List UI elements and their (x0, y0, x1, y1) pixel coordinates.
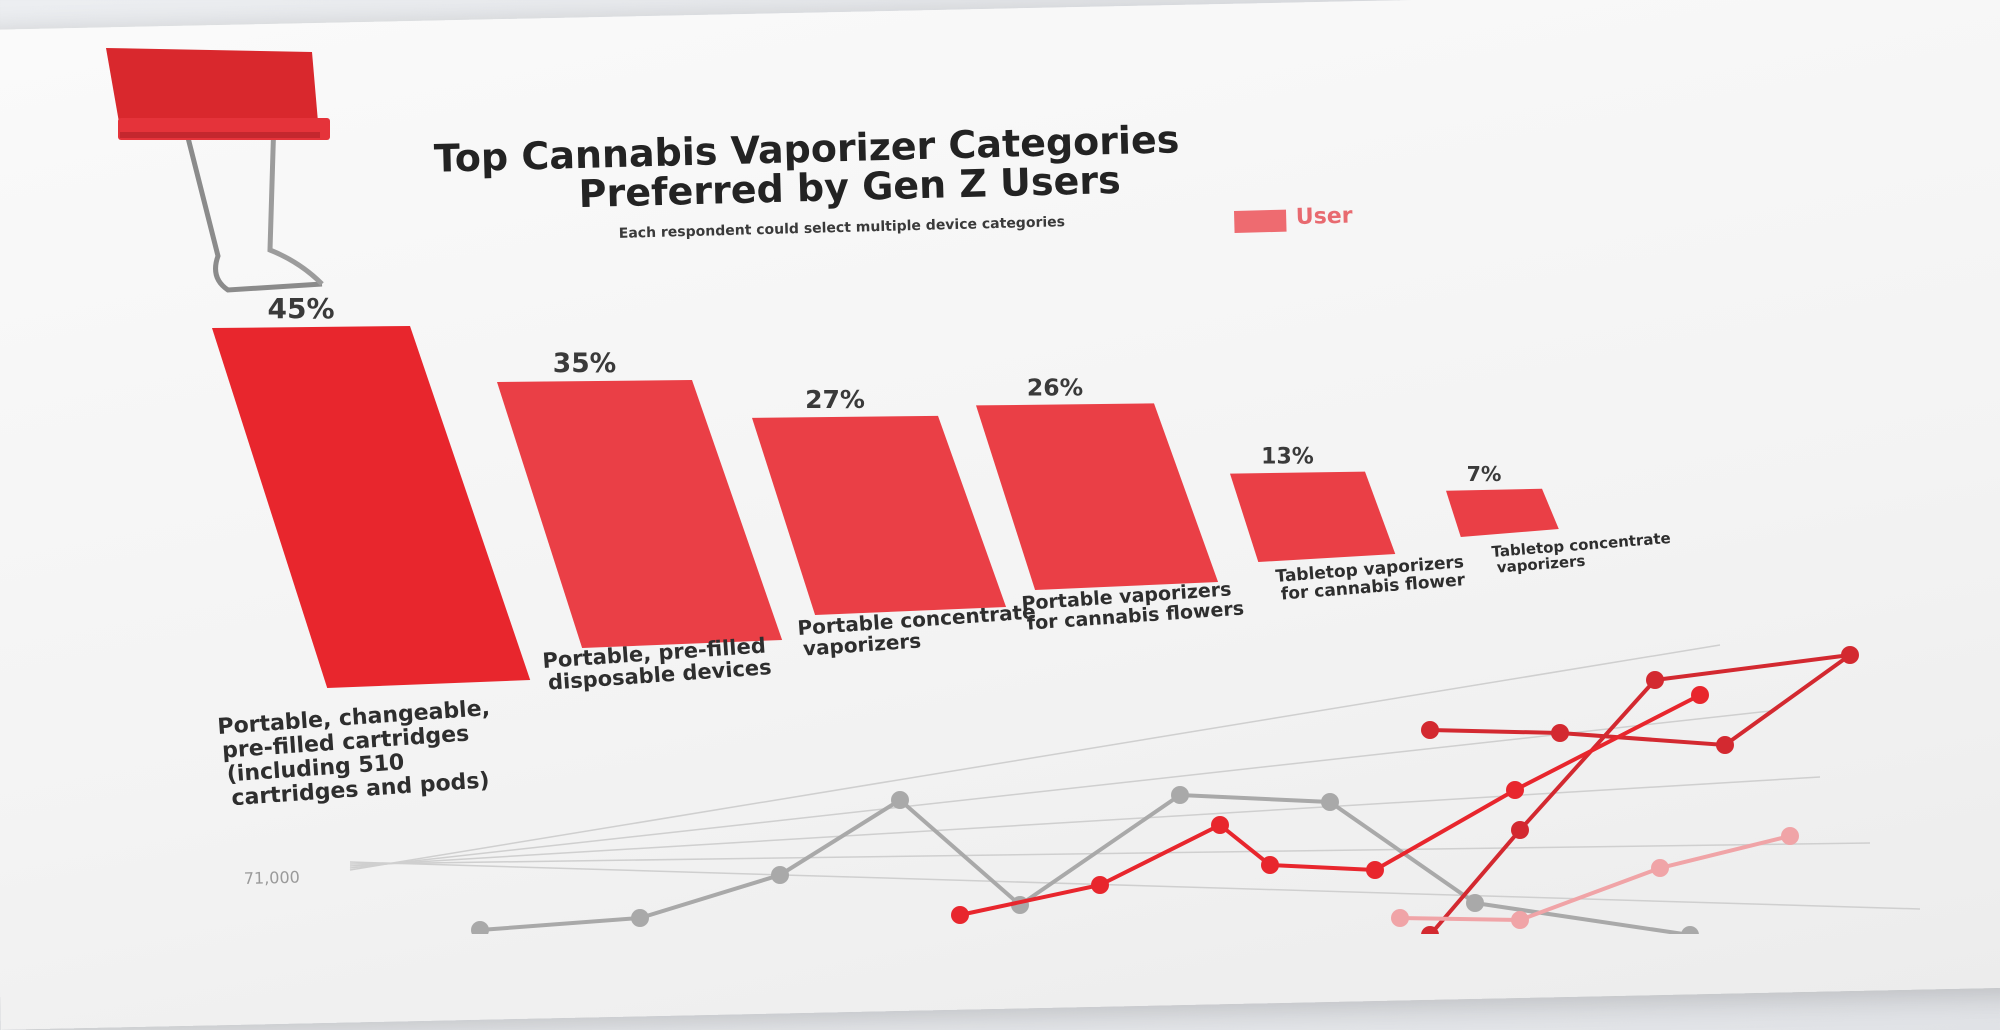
binder-clip-wire-right (267, 117, 324, 286)
binder-clip (106, 48, 330, 293)
line-point (1651, 859, 1669, 877)
line-point (1391, 909, 1409, 927)
line-point (1366, 861, 1384, 879)
line-point (1321, 793, 1339, 811)
category-label-1: Portable, changeable,pre-filled cartridg… (217, 696, 496, 812)
legend-swatch (1234, 209, 1287, 233)
line-point (1506, 781, 1524, 799)
value-label-2: 35% (553, 348, 616, 379)
line-point (951, 906, 969, 924)
line-chart-secondary: 71,000 (244, 644, 1921, 934)
line-point (631, 909, 649, 927)
y-tick-label: 71,000 (244, 868, 300, 888)
binder-clip-shadow (120, 132, 320, 138)
category-label-2: Portable, pre-filleddisposable devices (542, 633, 773, 695)
value-label-1: 45% (267, 292, 334, 325)
line-point (1781, 827, 1799, 845)
bar-3 (752, 415, 1007, 615)
binder-clip-wire-left (180, 117, 323, 293)
line-point (1646, 671, 1664, 689)
binder-clip-body (106, 48, 318, 128)
line-point (1421, 926, 1439, 934)
value-label-4: 26% (1027, 373, 1083, 401)
category-label-5: Tabletop vaporizersfor cannabis flower (1275, 552, 1467, 605)
bar-1 (212, 326, 531, 688)
line-series-4 (1399, 834, 1791, 923)
value-label-6: 7% (1467, 462, 1502, 486)
chart-subtitle: Each respondent could select multiple de… (619, 214, 1066, 242)
line-point (1841, 646, 1859, 664)
line-point (1171, 786, 1189, 804)
chart-canvas: Top Cannabis Vaporizer Categories Prefer… (106, 48, 1921, 934)
bar-5 (1230, 471, 1396, 562)
value-label-3: 27% (805, 385, 865, 414)
line-point (1511, 821, 1529, 839)
legend: User (1234, 204, 1353, 233)
line-point (1261, 856, 1279, 874)
category-label-6: Tabletop concentratevaporizers (1491, 529, 1673, 577)
bar-2 (497, 380, 783, 648)
line-series-2 (1428, 653, 1852, 934)
line-point (471, 921, 489, 934)
line-point (1716, 736, 1734, 754)
chart-title: Top Cannabis Vaporizer Categories Prefer… (433, 117, 1180, 216)
grid-line (349, 861, 1921, 910)
bar-4 (976, 403, 1219, 590)
line-point (1091, 876, 1109, 894)
line-point (891, 791, 909, 809)
line-point (1691, 686, 1709, 704)
line-point (1511, 911, 1529, 929)
value-labels: 45% 35% 27% 26% 13% 7% (267, 292, 1501, 486)
bar-6 (1446, 488, 1559, 537)
grid-line (349, 842, 1871, 865)
bar-series (212, 326, 1559, 688)
legend-label: User (1296, 204, 1354, 230)
line-point (1466, 894, 1484, 912)
line-series-1 (479, 792, 1691, 934)
grid-line (349, 644, 1721, 871)
grid-line (349, 776, 1821, 867)
line-point (1551, 724, 1569, 742)
line-point (1211, 816, 1229, 834)
line-point (1681, 926, 1699, 934)
grid-line (349, 710, 1771, 869)
line-point (771, 866, 789, 884)
line-point (1421, 721, 1439, 739)
value-label-5: 13% (1261, 445, 1314, 470)
